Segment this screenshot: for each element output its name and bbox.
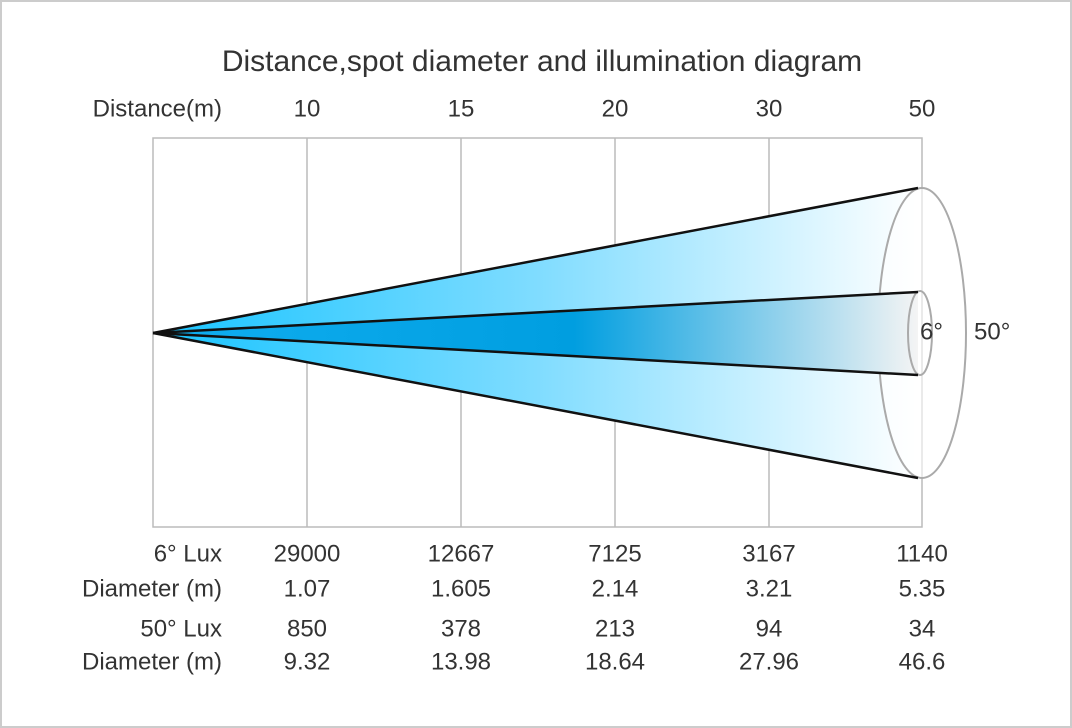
cell: 12667 [428,540,495,567]
cell: 378 [441,615,481,642]
table: 6° Lux 29000 12667 7125 3167 1140 Diameter (m)… [82,540,948,675]
distance: 30 [756,95,783,122]
row-label: Diameter (m) [82,575,222,602]
columns: 10 15 20 30 50 [294,95,936,527]
narrow-beam [153,292,918,375]
row-label: 6° Lux [154,540,222,567]
cell: 2.14 [592,575,639,602]
cell: 27.96 [739,648,799,675]
beam-edges [152,186,919,480]
distance-label: Distance(m) [93,95,222,122]
cell: 13.98 [431,648,491,675]
beam-label: 6° [920,318,943,345]
cell: 213 [595,615,635,642]
cell: 7125 [588,540,641,567]
cell: 34 [909,615,936,642]
distance: 20 [602,95,629,122]
cell: 3167 [742,540,795,567]
cell: 1.07 [284,575,331,602]
cell: 850 [287,615,327,642]
cell: 5.35 [899,575,946,602]
narrow-ellipse [907,290,933,376]
title: Distance,spot diameter and illumination … [222,45,862,78]
beam-label: 50° [974,318,1010,345]
cell: 46.6 [899,648,946,675]
cell: 1140 [896,540,948,567]
cell: 29000 [274,540,341,567]
cell: 3.21 [746,575,793,602]
distance: 15 [448,95,475,122]
distance: 10 [294,95,321,122]
distance: 50 [909,95,936,122]
cell: 9.32 [284,648,331,675]
cell: 1.605 [431,575,491,602]
row-label: 50° Lux [140,615,222,642]
cell: 18.64 [585,648,645,675]
cell: 94 [756,615,783,642]
row-label: Diameter (m) [82,648,222,675]
